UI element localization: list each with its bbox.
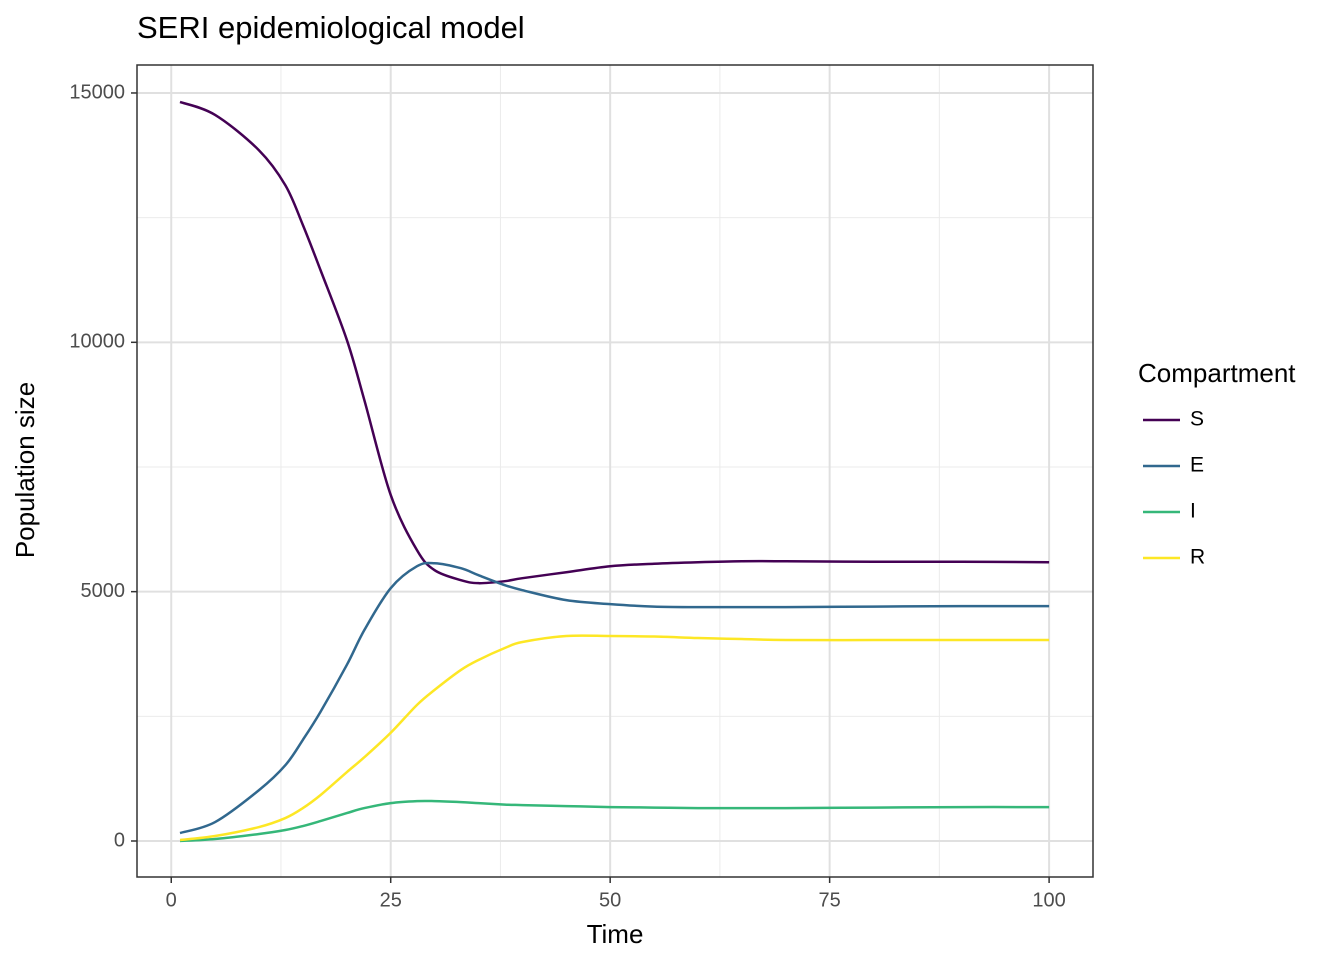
series-line bbox=[179, 100, 1050, 585]
y-tick-label: 0 bbox=[114, 829, 125, 851]
legend-label: E bbox=[1190, 454, 1204, 477]
x-tick-label: 0 bbox=[166, 889, 177, 911]
panel-background bbox=[137, 65, 1093, 877]
series-line bbox=[179, 799, 1050, 843]
y-tick-label: 15000 bbox=[69, 81, 125, 103]
x-tick-label: 75 bbox=[819, 889, 841, 911]
panel-border bbox=[136, 64, 1094, 878]
x-tick-label: 100 bbox=[1032, 889, 1065, 911]
y-tick-label: 10000 bbox=[69, 331, 125, 353]
plot-lines bbox=[179, 100, 1050, 843]
x-tick-label: 50 bbox=[599, 889, 621, 911]
chart-title: SERI epidemiological model bbox=[137, 10, 525, 45]
x-tick-label: 25 bbox=[380, 889, 402, 911]
legend-label: R bbox=[1190, 546, 1205, 569]
series-line bbox=[179, 634, 1050, 842]
x-axis-label: Time bbox=[587, 919, 644, 949]
legend-title: Compartment bbox=[1138, 358, 1296, 388]
series-line bbox=[179, 561, 1050, 835]
grid bbox=[137, 65, 1093, 877]
legend-label: S bbox=[1190, 408, 1204, 431]
axes: 0 25 50 75 100 0 5000 10000 15000 bbox=[69, 81, 1065, 911]
legend-label: I bbox=[1190, 500, 1196, 523]
y-axis-label: Population size bbox=[10, 382, 40, 558]
y-tick-label: 5000 bbox=[81, 580, 126, 602]
